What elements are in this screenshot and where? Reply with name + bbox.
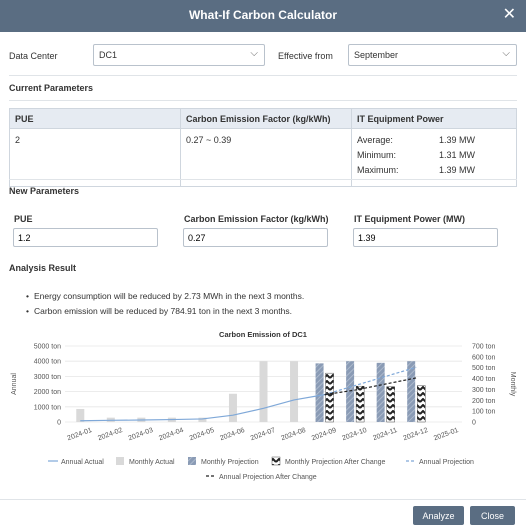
legend-swatch bbox=[116, 457, 124, 465]
col-header-pue: PUE bbox=[9, 108, 181, 129]
bar-monthly-projection bbox=[376, 362, 385, 422]
it-minimum-value: 1.31 MW bbox=[439, 150, 476, 160]
bar-monthly-projection bbox=[315, 363, 324, 422]
analysis-bullet: Carbon emission will be reduced by 784.9… bbox=[26, 304, 304, 319]
x-tick-label: 2024-03 bbox=[128, 427, 155, 442]
y2-tick-label: 0 bbox=[472, 420, 476, 427]
carbon-emission-chart: Carbon Emission of DC1 0 1000 ton 2000 ton 3… bbox=[11, 330, 516, 481]
it-average-label: Average: bbox=[357, 135, 393, 145]
close-button[interactable]: Close bbox=[470, 506, 515, 525]
col-header-it-power: IT Equipment Power bbox=[351, 108, 517, 129]
y2-axis-label: Monthly bbox=[509, 372, 516, 397]
dialog-title: What-If Carbon Calculator bbox=[188, 8, 337, 22]
y2-tick-label: 400 ton bbox=[472, 376, 495, 383]
new-parameters-heading: New Parameters bbox=[9, 186, 80, 196]
line-annual-actual bbox=[80, 394, 325, 422]
close-icon[interactable]: ✕ bbox=[502, 6, 516, 23]
new-factor-label: Carbon Emission Factor (kg/kWh) bbox=[184, 214, 329, 224]
y-tick-label: 4000 ton bbox=[34, 359, 61, 366]
current-parameters-heading: Current Parameters bbox=[9, 83, 94, 93]
y2-tick-label: 600 ton bbox=[472, 354, 495, 361]
x-tick-label: 2024-09 bbox=[311, 427, 338, 442]
line-annual-projection-after-change bbox=[324, 377, 417, 396]
legend-label: Annual Actual bbox=[61, 459, 104, 466]
new-pue-label: PUE bbox=[14, 214, 33, 224]
chevron-down-icon: ⌵ bbox=[502, 48, 510, 59]
current-it-power-cell: Average: 1.39 MW Minimum: 1.31 MW Maximum:… bbox=[351, 128, 517, 187]
divider bbox=[0, 499, 526, 500]
x-tick-label: 2024-04 bbox=[158, 427, 185, 442]
legend-swatch bbox=[271, 456, 281, 466]
bar-monthly-actual bbox=[290, 361, 299, 422]
divider bbox=[9, 179, 517, 180]
y-tick-label: 3000 ton bbox=[34, 374, 61, 381]
bar-monthly-actual bbox=[76, 408, 85, 422]
x-tick-label: 2024-12 bbox=[402, 427, 429, 442]
y2-tick-label: 200 ton bbox=[472, 398, 495, 405]
x-tick-label: 2024-06 bbox=[219, 427, 246, 442]
effective-from-label: Effective from bbox=[278, 51, 333, 61]
chart-title: Carbon Emission of DC1 bbox=[219, 330, 307, 339]
line-annual-projection bbox=[324, 366, 417, 396]
bar-monthly-projection-after-change bbox=[416, 385, 426, 423]
bar-monthly-projection-after-change bbox=[325, 372, 334, 423]
bar-monthly-projection-after-change bbox=[355, 385, 365, 423]
analyze-button[interactable]: Analyze bbox=[413, 506, 464, 525]
y-axis-label: Annual bbox=[11, 373, 18, 395]
x-tick-label: 2024-05 bbox=[189, 427, 216, 442]
legend-label: Monthly Actual bbox=[129, 459, 175, 466]
analysis-result-heading: Analysis Result bbox=[9, 263, 77, 273]
dialog-titlebar: What-If Carbon Calculator ✕ bbox=[0, 0, 526, 32]
data-center-select[interactable]: DC1 ⌵ bbox=[93, 44, 265, 66]
y-tick-label: 1000 ton bbox=[34, 404, 61, 411]
current-pue-value: 2 bbox=[9, 128, 181, 187]
bar-monthly-projection bbox=[346, 361, 355, 422]
it-maximum-value: 1.39 MW bbox=[439, 165, 476, 175]
divider bbox=[9, 75, 517, 76]
x-tick-label: 2024-10 bbox=[341, 427, 368, 442]
legend-label: Monthly Projection After Change bbox=[285, 459, 385, 466]
data-center-label: Data Center bbox=[9, 51, 58, 61]
bar-monthly-actual bbox=[259, 361, 268, 422]
new-power-input[interactable] bbox=[353, 228, 498, 247]
divider bbox=[9, 100, 517, 101]
y-tick-label: 0 bbox=[57, 420, 61, 427]
new-power-label: IT Equipment Power (MW) bbox=[354, 214, 465, 224]
y-tick-label: 5000 ton bbox=[34, 344, 61, 351]
x-tick-label: 2024-02 bbox=[97, 427, 124, 442]
analysis-bullet: Energy consumption will be reduced by 2.… bbox=[26, 289, 304, 304]
y-tick-label: 2000 ton bbox=[34, 389, 61, 396]
it-maximum-label: Maximum: bbox=[357, 165, 399, 175]
bar-monthly-actual bbox=[228, 393, 237, 422]
current-factor-value: 0.27 ~ 0.39 bbox=[180, 128, 352, 187]
y2-tick-label: 500 ton bbox=[472, 365, 495, 372]
col-header-factor: Carbon Emission Factor (kg/kWh) bbox=[180, 108, 352, 129]
x-tick-label: 2024-08 bbox=[280, 427, 307, 442]
legend-label: Annual Projection After Change bbox=[219, 474, 317, 481]
current-parameters-table: PUE Carbon Emission Factor (kg/kWh) IT E… bbox=[9, 108, 517, 187]
analysis-bullets: Energy consumption will be reduced by 2.… bbox=[26, 289, 304, 319]
effective-from-select[interactable]: September ⌵ bbox=[348, 44, 517, 66]
x-tick-label: 2024-01 bbox=[66, 427, 93, 442]
data-center-value: DC1 bbox=[99, 50, 118, 60]
bar-monthly-actual bbox=[198, 417, 207, 422]
chevron-down-icon: ⌵ bbox=[250, 48, 258, 59]
y2-tick-label: 700 ton bbox=[472, 344, 495, 351]
y2-tick-label: 300 ton bbox=[472, 387, 495, 394]
new-factor-input[interactable] bbox=[183, 228, 328, 247]
bar-monthly-projection-after-change bbox=[386, 386, 395, 423]
effective-from-value: September bbox=[354, 50, 399, 60]
x-tick-label: 2024-07 bbox=[250, 427, 277, 442]
it-minimum-label: Minimum: bbox=[357, 150, 397, 160]
new-pue-input[interactable] bbox=[13, 228, 158, 247]
legend-swatch bbox=[188, 457, 196, 465]
y2-tick-label: 100 ton bbox=[472, 409, 495, 416]
bar-monthly-projection bbox=[407, 361, 416, 422]
legend-label: Annual Projection bbox=[419, 459, 474, 466]
x-tick-label: 2025-01 bbox=[433, 427, 460, 442]
legend-label: Monthly Projection bbox=[201, 459, 259, 466]
x-tick-label: 2024-11 bbox=[372, 427, 398, 442]
it-average-value: 1.39 MW bbox=[439, 135, 476, 145]
